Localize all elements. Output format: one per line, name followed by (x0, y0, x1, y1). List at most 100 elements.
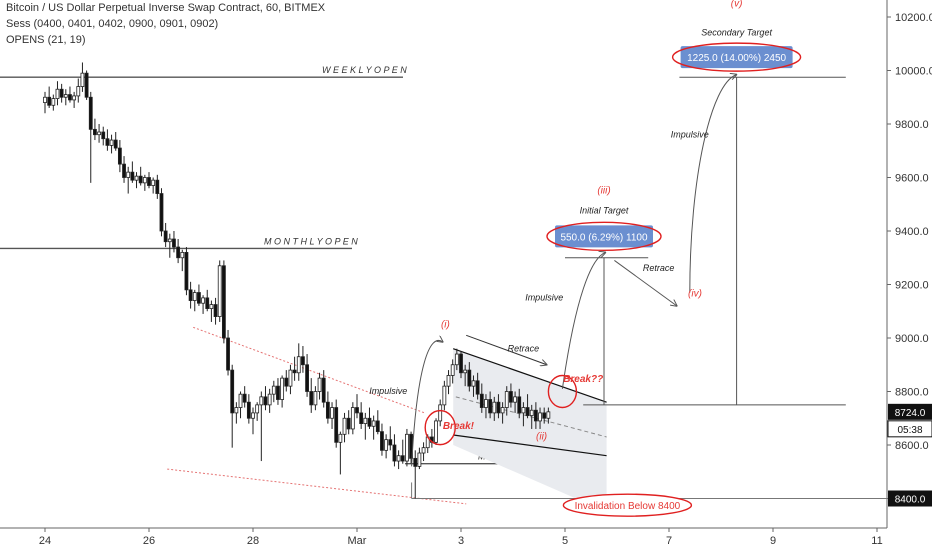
candle-body (76, 86, 81, 97)
candle-body (255, 404, 260, 414)
candle-body (479, 393, 484, 408)
candle-body (234, 407, 239, 414)
candle-body (513, 396, 517, 403)
candle-body (172, 238, 176, 248)
y-tick-label: 8800.0 (895, 387, 929, 399)
candle-body (209, 304, 214, 309)
annotation-label: Impulsive (525, 293, 563, 303)
candle-body (529, 409, 534, 416)
x-tick-label: 26 (143, 535, 155, 547)
candle-body (375, 420, 380, 433)
level-label: W E E K L Y O P E N (322, 65, 407, 75)
candle-body (221, 265, 226, 339)
candle-body (43, 96, 47, 103)
candle-body (463, 369, 468, 374)
candle-body (388, 439, 393, 446)
annotation-label: Retrace (508, 343, 540, 353)
candle-body (475, 380, 480, 395)
x-tick-label: 3 (458, 535, 464, 547)
candle-body (138, 175, 143, 184)
candle-body (296, 356, 301, 374)
annotation-label: Impulsive (369, 386, 407, 396)
y-tick-label: 9000.0 (895, 333, 929, 345)
candle-body (454, 353, 459, 366)
candle-body (288, 369, 293, 387)
x-tick-label: 5 (562, 535, 568, 547)
target-circle (546, 221, 662, 252)
break-circle (424, 409, 456, 446)
candle-body (184, 251, 189, 291)
secondary-target-value: 1225.0 (14.00%) 2450 (687, 53, 786, 64)
candle-body (88, 96, 93, 130)
candle-body (413, 457, 418, 467)
candle-body (251, 412, 255, 419)
impulsive-arrow-2 (561, 252, 605, 389)
candle-body (280, 377, 285, 400)
candle-body (55, 88, 60, 99)
candle-body (155, 179, 160, 194)
break-label: Break! (443, 421, 475, 432)
candle-body (271, 385, 276, 395)
candle-body (97, 131, 101, 136)
candle-body (284, 377, 289, 387)
invalidation-label: Invalidation Below 8400 (575, 501, 681, 512)
initial-target-value: 550.0 (6.29%) 1100 (560, 232, 648, 243)
x-tick-label: 9 (770, 535, 776, 547)
candle-body (417, 452, 422, 467)
annotation-label: Impulsive (671, 129, 709, 139)
candle-body (496, 401, 501, 414)
wedge-upper-line (193, 326, 425, 414)
candle-body (317, 377, 322, 392)
candle-body (117, 147, 122, 165)
candle-body (109, 139, 114, 146)
candle-body (359, 412, 364, 424)
candle-body (471, 380, 476, 387)
candle-body (346, 417, 351, 430)
candle-body (68, 94, 72, 101)
candle-body (217, 265, 222, 317)
candle-body (521, 407, 526, 414)
candle-body (421, 447, 426, 454)
candle-body (151, 179, 156, 186)
candle-body (334, 407, 339, 443)
candle-body (230, 369, 235, 414)
candle-body (405, 433, 409, 462)
candle-body (371, 420, 376, 427)
candle-body (533, 409, 538, 422)
y-tick-label: 9800.0 (895, 119, 929, 131)
last-price-marker-box (888, 403, 932, 420)
candle-body (188, 289, 193, 301)
candle-body (338, 433, 343, 443)
candle-body (113, 139, 118, 149)
candle-body (167, 238, 172, 243)
candle-body (442, 385, 447, 406)
candle-body (517, 396, 522, 414)
candle-body (213, 304, 218, 318)
candle-body (538, 412, 542, 422)
y-tick-label: 10200.0 (895, 12, 932, 24)
candle-body (380, 431, 384, 451)
candle-body (500, 407, 505, 414)
candle-body (392, 444, 397, 462)
initial-target-box (555, 225, 653, 248)
candle-body (438, 404, 443, 422)
x-tick-label: Mar (348, 535, 367, 547)
x-tick-label: 7 (666, 535, 672, 547)
countdown-label: 05:38 (897, 425, 922, 436)
retrace-arrow (466, 334, 547, 364)
candle-body (142, 177, 147, 184)
candle-body (276, 385, 280, 400)
x-tick-label: 11 (871, 535, 882, 547)
candle-body (59, 88, 64, 98)
candle-body (72, 95, 77, 101)
candle-body (330, 407, 334, 419)
candle-body (134, 175, 139, 181)
annotation-label: Retrace (643, 263, 675, 273)
candle-body (246, 401, 251, 419)
annotation-label: Secondary Target (701, 28, 772, 38)
candle-body (122, 163, 126, 178)
candle-body (355, 407, 359, 414)
secondary-target-box (680, 46, 793, 69)
candle-body (367, 417, 372, 427)
